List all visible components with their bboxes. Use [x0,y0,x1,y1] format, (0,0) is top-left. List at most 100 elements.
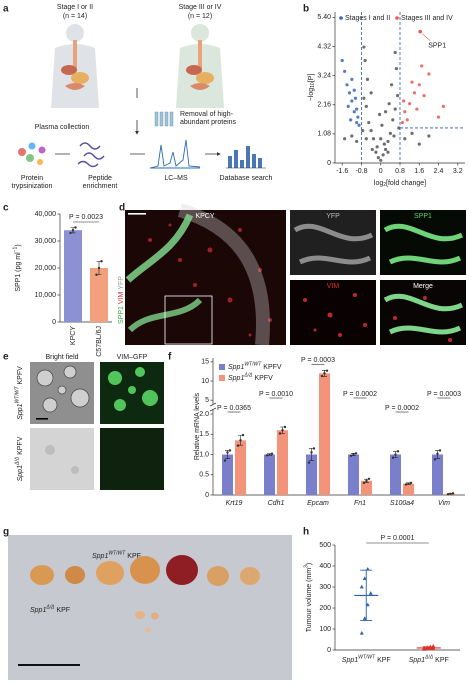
replicate-point [352,453,355,456]
row-label: Spp1WT/WTKPFV [15,366,24,420]
point [383,110,388,114]
replicate-point [97,266,101,270]
step-label: enrichment [83,183,118,190]
photo-label: Spp1Δ/Δ KPF [30,605,70,614]
x-tick-label: 1.6 [414,168,424,175]
legend-swatch [219,364,225,370]
p-value: P = 0.0001 [381,535,415,542]
panel-label: h [303,527,309,538]
point [352,110,356,114]
point [395,93,400,98]
panel-label: a [3,4,9,15]
y-axis-label: Relative mRNA levels [194,392,201,460]
replicate-point [265,454,269,457]
row-label: Spp1Δ/ΔKPFV [15,436,24,481]
x-tick-label: Spp1Δ/Δ KPF [409,655,449,664]
tile-label: SPP1 [414,213,432,220]
x-tick-label: Vim [438,500,450,507]
y-tick-label: 200 [319,605,331,612]
bar [403,483,414,495]
image-label: KPCY [195,213,214,220]
point [350,77,354,82]
photo-label: Spp1WT/WT KPF [92,551,141,560]
point [353,96,358,100]
replicate-point [223,459,227,462]
gene-name: Spp1 [409,657,425,664]
point [355,120,359,125]
y-tick-label: 4.32 [317,43,331,50]
replicate-point [436,452,439,455]
p-value: P = 0.0365 [217,405,251,412]
p-value: P = 0.0002 [343,391,377,398]
bar [222,454,233,495]
p-value: P = 0.0003 [427,391,461,398]
gene-name: Spp1 [228,375,244,382]
x-tick-label: 2.4 [434,168,444,175]
replicate-point [394,453,397,456]
replicate-point [71,229,75,232]
x-tick-label: Cdh1 [268,500,285,507]
point [422,93,426,98]
replicate-point [349,454,353,457]
highlight-point [418,29,423,34]
y-tick-label: 500 [319,542,331,549]
replicate-point [433,458,437,461]
replicate-point [325,369,329,372]
point [417,83,421,87]
point [427,72,431,76]
y-tick-label: 0 [205,492,209,499]
replicate-point [323,372,326,375]
panel-label: g [3,527,9,538]
stain-legend: SPP1 VIMYFP [118,276,125,324]
y-tick-label: 5 [205,397,209,404]
point [427,134,431,138]
point [377,112,382,117]
point [362,616,367,620]
step-label: Plasma collection [35,124,90,131]
gene-name: Spp1 [92,553,108,560]
bar [306,454,317,495]
point [347,91,352,95]
y-tick-label: 100 [319,626,331,633]
point [356,115,360,119]
label-main: log [374,180,383,187]
strain-name: KPFV [17,366,24,385]
point [365,602,370,607]
label-main: Relative mRNA levels [194,392,201,460]
y-tick-label: 5.40 [317,14,331,21]
group-label: Stage III or IV [179,4,222,11]
replicate-point [226,451,229,454]
step-label: Peptide [88,175,112,182]
point [412,91,417,95]
workflow-illustration [18,24,266,169]
legend-label: Stages III and IV [401,15,453,22]
legend-swatch [395,16,399,20]
point [362,576,367,580]
point [386,139,390,144]
panel-label: f [168,352,172,363]
point [379,158,383,162]
group-n: (n = 12) [188,13,212,20]
point [343,137,347,141]
p-value: P = 0.0023 [69,214,103,221]
group-n: (n = 14) [63,13,87,20]
point [369,91,373,95]
strain-name: KPFV [254,375,273,382]
gene-name: Spp1 [342,657,358,664]
point [365,77,370,82]
tile-label: YFP [326,213,340,220]
y-tick-label: 0 [327,647,331,654]
label-sub: 10 [310,82,316,88]
replicate-point [100,260,103,263]
y-tick-label: 300 [319,584,331,591]
y-tick-label: 40,000 [35,211,57,218]
replicate-point [281,429,284,432]
x-tick-label: 0.8 [395,168,405,175]
point [386,150,390,154]
point [359,584,364,589]
point [408,102,412,106]
point [400,120,405,125]
genotype: Δ/Δ [45,605,55,611]
group-label: Stage I or II [57,4,93,11]
